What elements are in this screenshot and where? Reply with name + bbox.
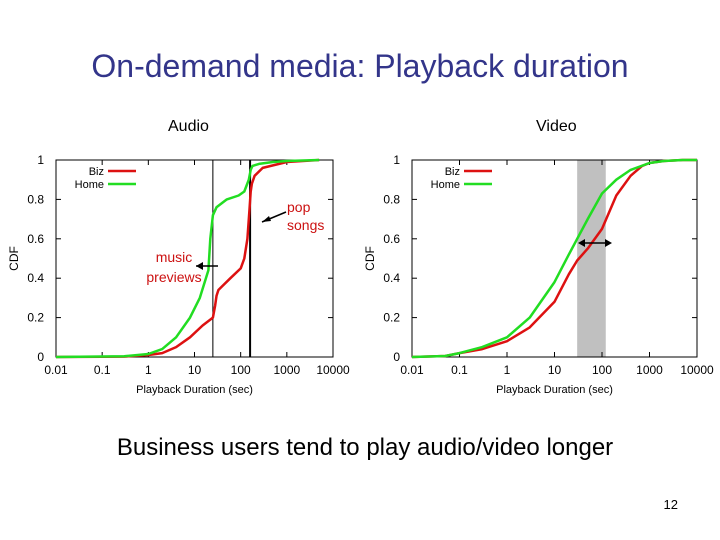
legend-label: Biz xyxy=(89,166,104,178)
video-cdf-chart: 0.01 0.1 1 10 100 1000 10000 0 0.2 0.4 0.6 0.8 1 Play… xyxy=(363,153,714,396)
x-tick-label: 0.1 xyxy=(451,363,468,377)
legend-label: Home xyxy=(75,179,104,191)
series-line-home xyxy=(411,158,697,359)
page-number: 12 xyxy=(663,497,678,512)
x-tick-label: 1 xyxy=(504,363,511,377)
y-tick-label: 1 xyxy=(37,153,44,167)
y-axis-label: CDF xyxy=(7,246,21,271)
x-axis-label: Playback Duration (sec) xyxy=(496,384,613,396)
y-tick-label: 0.4 xyxy=(27,271,44,285)
y-axis-label: CDF xyxy=(363,246,377,271)
x-tick-label: 100 xyxy=(231,363,251,377)
highlight-band xyxy=(577,160,606,357)
x-tick-label: 1000 xyxy=(273,363,300,377)
x-tick-label: 1 xyxy=(145,363,152,377)
arrow-head xyxy=(196,262,203,270)
annotation-music-previews: music xyxy=(156,249,193,265)
series-line-home xyxy=(55,158,320,359)
x-tick-label: 10000 xyxy=(680,363,714,377)
annotation-music-previews: previews xyxy=(146,269,201,285)
arrow-head xyxy=(262,216,271,222)
x-axis-label: Playback Duration (sec) xyxy=(136,384,253,396)
video-panel-title: Video xyxy=(536,118,577,135)
slide-caption: Business users tend to play audio/video … xyxy=(116,434,614,461)
y-tick-label: 0.6 xyxy=(27,232,44,246)
y-tick-label: 0 xyxy=(393,350,400,364)
x-tick-label: 10 xyxy=(548,363,562,377)
legend-label: Biz xyxy=(445,166,460,178)
y-tick-label: 0.6 xyxy=(383,232,400,246)
y-tick-label: 0 xyxy=(37,350,44,364)
arrow-head xyxy=(605,239,612,247)
annotation-pop-songs: songs xyxy=(287,217,324,233)
y-tick-label: 1 xyxy=(393,153,400,167)
x-tick-label: 100 xyxy=(592,363,612,377)
legend-label: Home xyxy=(431,179,460,191)
annotation-pop-songs: pop xyxy=(287,199,311,215)
x-tick-label: 0.01 xyxy=(400,363,424,377)
y-tick-label: 0.8 xyxy=(383,192,400,206)
charts-canvas: 0.01 0.1 1 10 100 1000 1000000.20.40.60.81Play… xyxy=(7,153,714,396)
x-tick-label: 10 xyxy=(188,363,202,377)
x-tick-label: 0.1 xyxy=(94,363,111,377)
slide-title: On-demand media: Playback duration xyxy=(91,48,629,84)
audio-panel-title: Audio xyxy=(168,118,209,135)
x-tick-label: 1000 xyxy=(636,363,663,377)
series-line-biz xyxy=(55,158,320,359)
x-tick-label: 0.01 xyxy=(44,363,68,377)
x-tick-label: 10000 xyxy=(316,363,350,377)
arrow-head xyxy=(578,239,585,247)
y-tick-label: 0.8 xyxy=(27,192,44,206)
y-tick-label: 0.2 xyxy=(27,311,44,325)
y-tick-label: 0.2 xyxy=(383,311,400,325)
y-tick-label: 0.4 xyxy=(383,271,400,285)
audio-cdf-chart: 0.01 0.1 1 10 100 1000 10000 0 0.2 0.4 0.6 0.8 1 Play… xyxy=(7,153,350,396)
